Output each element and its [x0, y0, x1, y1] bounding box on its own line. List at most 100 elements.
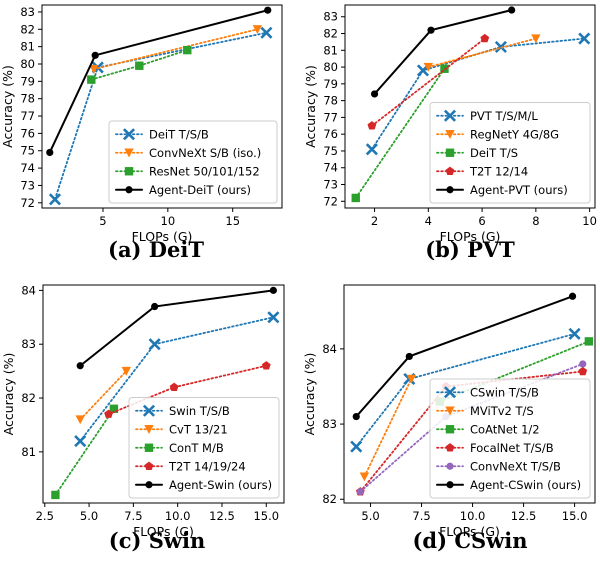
data-point	[365, 143, 378, 156]
x-tick-label: 8	[532, 214, 539, 228]
data-point	[264, 6, 272, 14]
y-tick-label: 78	[323, 94, 338, 108]
x-tick-label: 12.5	[511, 509, 537, 523]
y-tick-label: 73	[323, 178, 338, 192]
legend-marker	[145, 481, 153, 489]
legend-label: ConvNeXt T/S/B	[470, 459, 561, 473]
chart-panel-4: 5.0 7.5 10.0 12.5 15.0 82 83 84 FLOPs (G) Accurac…	[302, 284, 596, 553]
legend-marker	[446, 186, 454, 194]
series-line	[363, 378, 413, 478]
series-5	[370, 6, 516, 98]
legend-label: ConvNeXt S/B (iso.)	[149, 146, 261, 160]
x-tick-label: 2.5	[36, 509, 54, 523]
legend-marker	[124, 167, 134, 176]
legend-label: FocalNet T/S/B	[470, 441, 554, 455]
y-tick-label: 75	[323, 144, 338, 158]
x-tick-label: 10	[582, 214, 597, 228]
legend-marker	[445, 130, 455, 139]
x-tick-label: 10.0	[165, 509, 191, 523]
data-point	[568, 327, 581, 340]
series-line	[370, 37, 486, 127]
data-point	[260, 26, 273, 39]
data-point	[359, 472, 370, 482]
legend-marker	[122, 128, 136, 141]
x-tick-label: 12.5	[209, 509, 235, 523]
legend-label: DeiT T/S/B	[149, 127, 209, 141]
legend-marker	[446, 481, 454, 489]
series-line	[427, 37, 537, 68]
legend-marker	[446, 462, 454, 470]
x-axis-label: FLOPs (G)	[132, 229, 193, 244]
legend-label: Agent-CSwin (ours)	[470, 478, 581, 492]
legend-marker	[125, 186, 133, 194]
data-point	[87, 75, 96, 84]
x-tick-label: 2	[371, 214, 378, 228]
y-tick-label: 72	[20, 196, 35, 210]
y-tick-label: 80	[20, 57, 35, 71]
y-tick-label: 73	[20, 178, 35, 192]
series-3	[87, 45, 192, 84]
data-point	[91, 51, 99, 59]
legend-box	[108, 120, 278, 204]
legend-label: T2T 14/19/24	[168, 459, 246, 473]
y-tick-label: 83	[323, 10, 338, 24]
data-point	[151, 302, 159, 311]
y-tick-label: 72	[323, 194, 338, 208]
data-point	[531, 34, 541, 44]
data-point	[579, 360, 587, 368]
data-point	[74, 435, 87, 448]
legend-marker	[445, 443, 455, 452]
data-point	[183, 45, 192, 55]
y-tick-label: 83	[322, 417, 337, 431]
x-axis-label: FLOPs (G)	[440, 229, 501, 244]
y-axis-label: Accuracy (%)	[1, 353, 16, 436]
y-tick-label: 76	[323, 127, 338, 141]
legend-label: CvT 13/21	[169, 422, 228, 436]
x-tick-label: 15.0	[253, 509, 279, 523]
y-tick-label: 82	[20, 22, 35, 36]
legend-marker	[445, 166, 455, 175]
x-tick-label: 5	[99, 214, 106, 228]
legend-label: Swin T/S/B	[169, 404, 230, 418]
data-point	[121, 366, 131, 376]
legend-label: Agent-DeiT (ours)	[149, 183, 251, 197]
y-tick-label: 84	[21, 283, 36, 297]
data-point	[252, 25, 263, 34]
panel-caption: (a) DeiT	[108, 237, 204, 262]
panel-caption: (d) CSwin	[412, 528, 527, 553]
x-tick-label: 15	[225, 214, 240, 228]
y-tick-label: 83	[21, 337, 36, 351]
data-point	[269, 286, 277, 294]
data-point	[427, 26, 435, 34]
legend-marker	[144, 425, 154, 434]
y-axis-label: Accuracy (%)	[303, 65, 318, 148]
x-tick-label: 7.5	[412, 509, 430, 523]
x-axis-label: FLOPs (G)	[439, 524, 500, 539]
series-line	[54, 407, 115, 496]
data-point	[350, 440, 363, 453]
y-axis-label: Accuracy (%)	[0, 65, 15, 148]
x-tick-label: 7.5	[124, 509, 142, 523]
data-point	[148, 338, 161, 351]
y-tick-label: 79	[323, 77, 338, 91]
legend-marker	[142, 404, 156, 417]
y-tick-label: 76	[20, 126, 35, 140]
series-line	[79, 370, 128, 421]
legend-label: T2T 12/14	[469, 164, 528, 178]
data-point	[351, 193, 360, 203]
legend-label: Agent-PVT (ours)	[470, 183, 568, 197]
y-tick-label: 77	[20, 109, 35, 123]
data-point	[405, 352, 413, 361]
y-tick-label: 75	[20, 144, 35, 158]
data-point	[261, 361, 271, 370]
y-tick-label: 79	[20, 74, 35, 88]
legend: DeiT T/S/B ConvNeXt S/B (iso.) ResNet 50/1…	[108, 120, 278, 204]
chart-panel-1: 5 10 15 72 73 74 75 76 77 78 79 80 81 82 83 FLOPs (G) Ac…	[0, 4, 283, 262]
x-tick-label: 4	[425, 214, 432, 228]
data-point	[480, 33, 490, 43]
legend-label: CoAtNet 1/2	[470, 422, 540, 436]
legend-marker	[124, 148, 134, 158]
data-point	[109, 404, 119, 414]
legend-marker	[443, 109, 457, 122]
